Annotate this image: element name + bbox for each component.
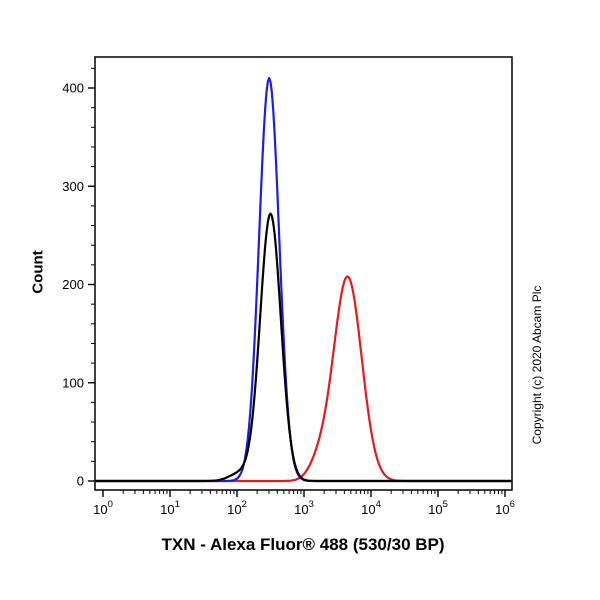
y-tick-label: 300	[62, 179, 84, 194]
y-tick-label: 200	[62, 277, 84, 292]
x-tick-label: 100	[93, 499, 113, 517]
x-tick-label: 101	[160, 499, 180, 517]
curves-group	[95, 77, 512, 483]
x-tick-label: 104	[361, 499, 381, 517]
y-tick-label: 400	[62, 81, 84, 96]
plot-box	[94, 56, 513, 491]
y-axis-label: Count	[29, 250, 47, 294]
y-tick-label: 100	[62, 375, 84, 390]
copyright-text: Copyright (c) 2020 Abcam Plc	[530, 285, 544, 445]
x-tick-label: 102	[227, 499, 247, 517]
x-tick-label: 106	[495, 499, 515, 517]
x-axis-label: TXN - Alexa Fluor® 488 (530/30 BP)	[161, 535, 445, 554]
black-curve	[95, 212, 512, 483]
x-tick-label: 105	[428, 499, 448, 517]
y-tick-label: 0	[77, 474, 84, 489]
x-tick-label: 103	[294, 499, 314, 517]
